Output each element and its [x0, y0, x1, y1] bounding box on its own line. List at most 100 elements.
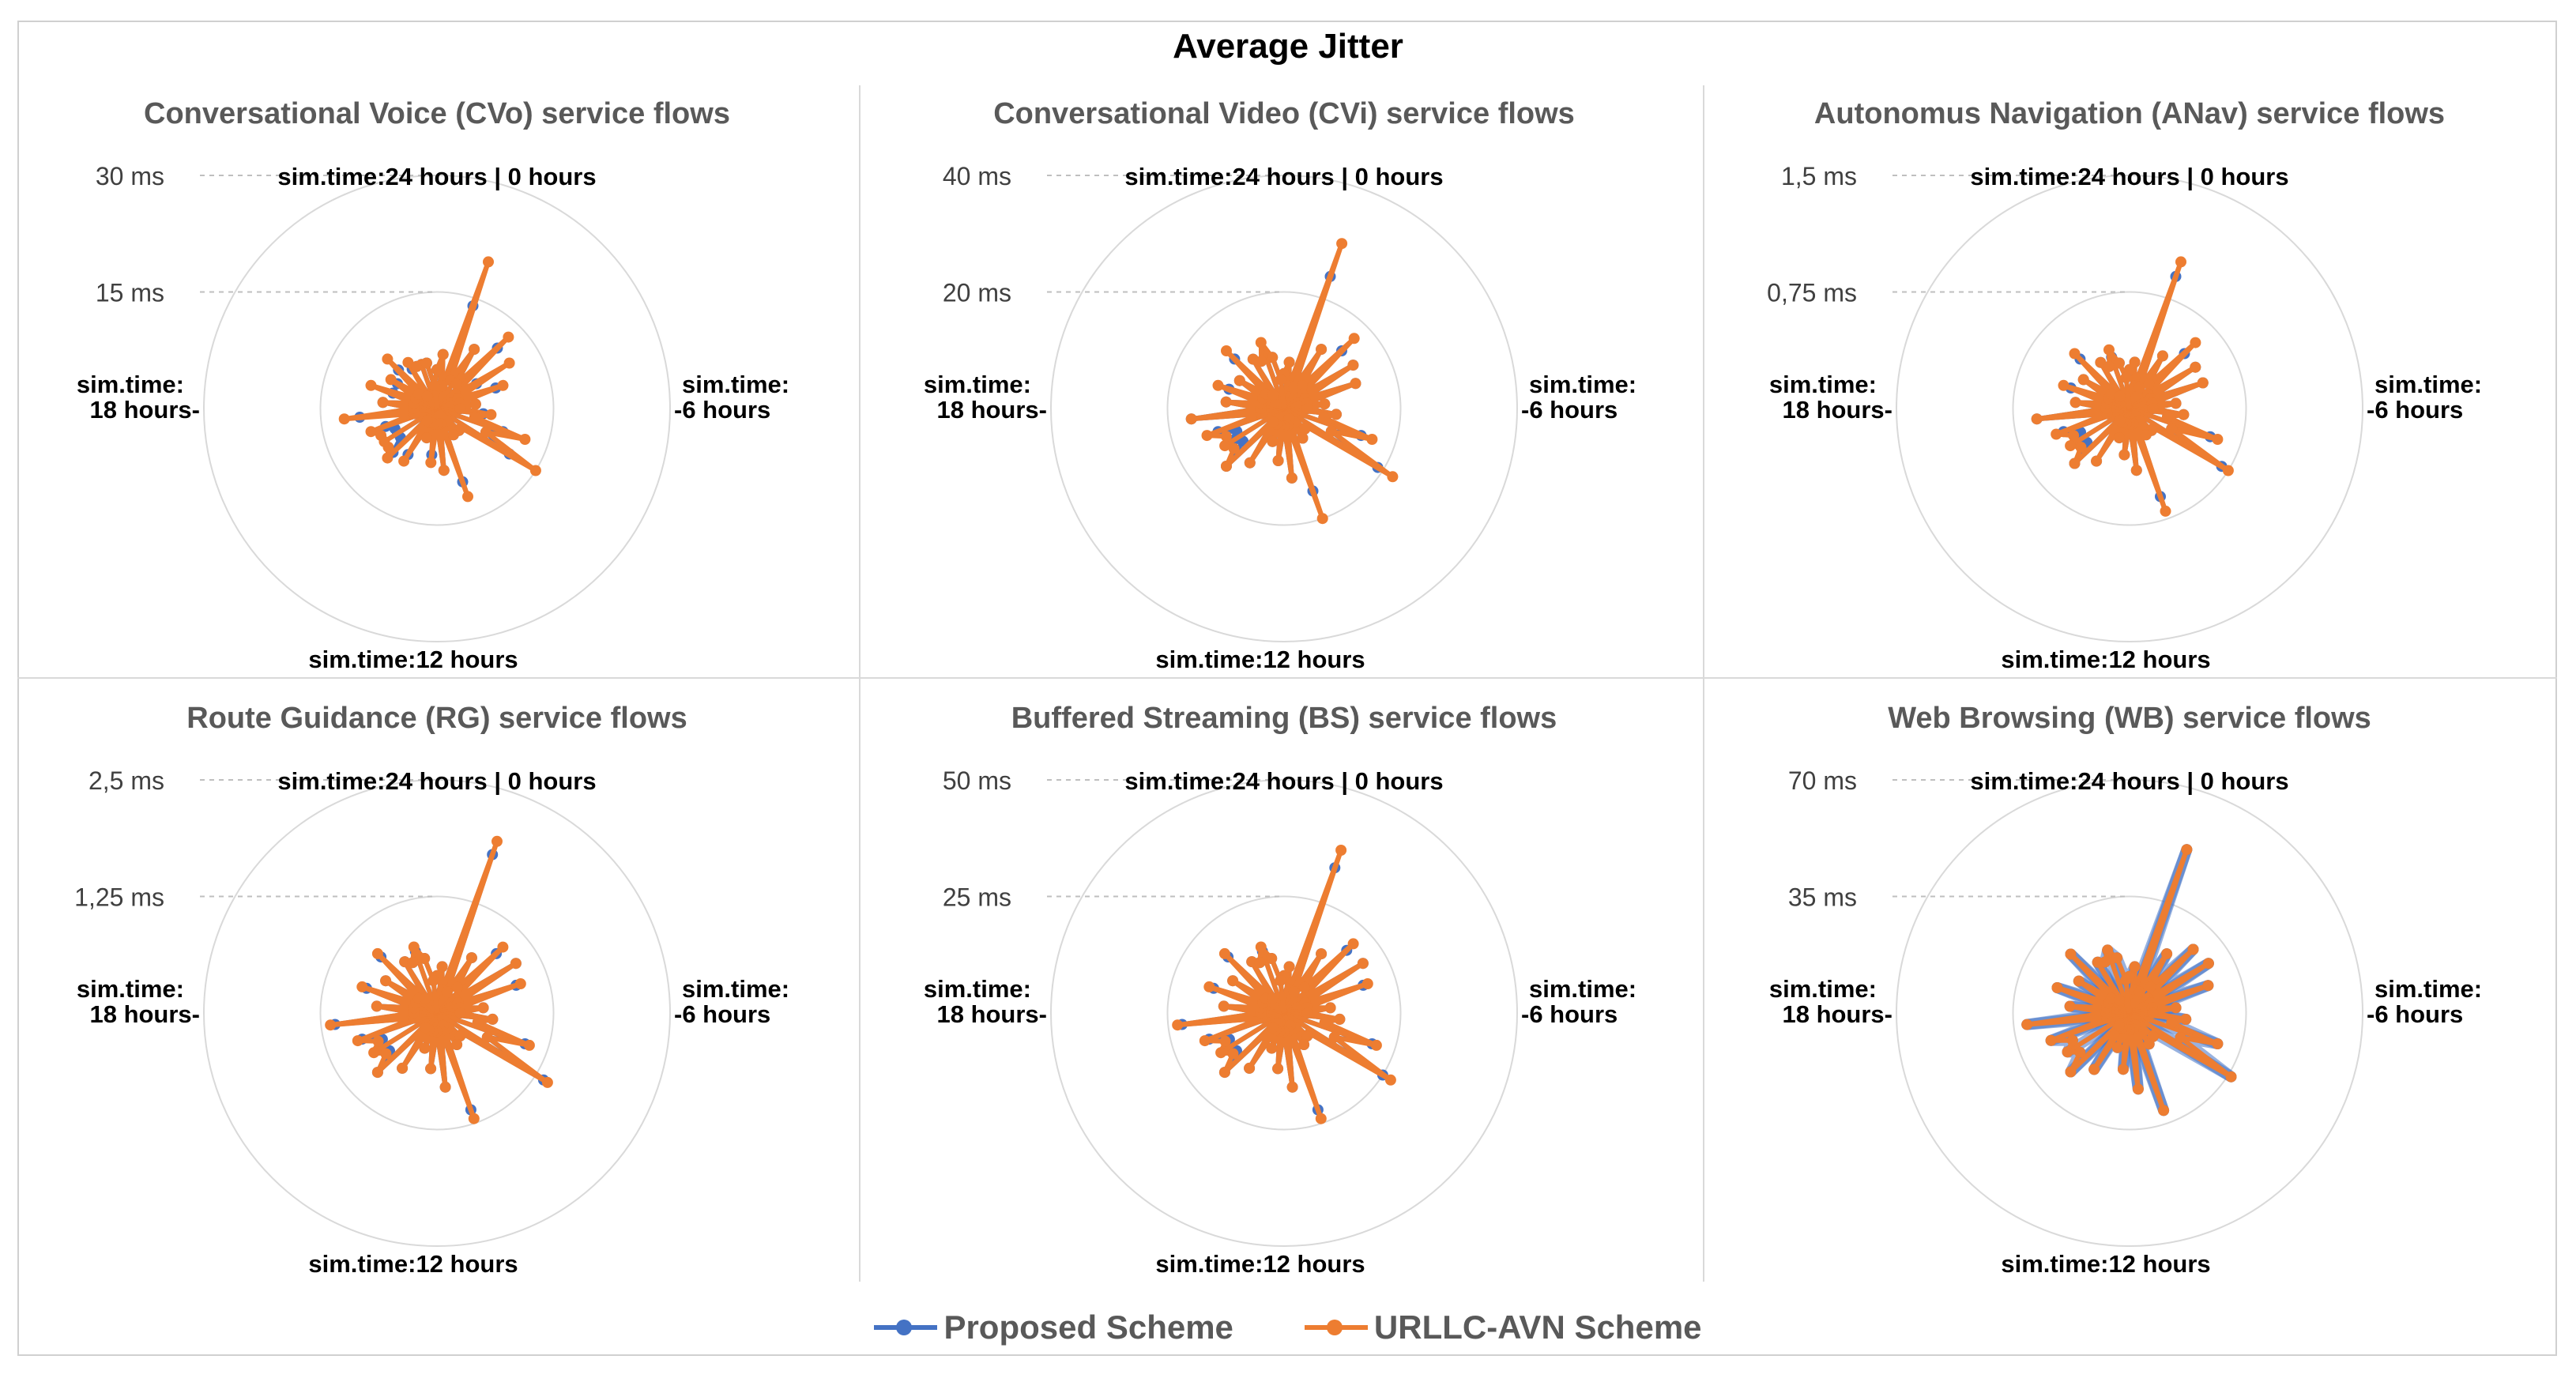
inner-gridline: [319, 895, 555, 1131]
axis-label-left: sim.time:: [77, 975, 184, 1003]
data-point: [1334, 1013, 1346, 1025]
data-point: [487, 1013, 499, 1025]
data-point: [1297, 432, 1309, 444]
series-spoke: [2105, 949, 2132, 1014]
axis-label-right: sim.time:: [1529, 975, 1636, 1003]
data-point: [1370, 1039, 1382, 1051]
data-point: [421, 390, 433, 402]
data-point: [1275, 374, 1286, 386]
data-point: [510, 958, 522, 970]
data-point: [1347, 360, 1359, 371]
axis-label-left: 18 hours-: [89, 1000, 200, 1028]
data-point: [1272, 1063, 1284, 1075]
data-point: [2118, 1064, 2129, 1075]
axis-label-right: sim.time:: [2375, 975, 2482, 1003]
data-point: [2058, 379, 2069, 391]
data-point: [419, 1042, 431, 1054]
data-point: [2166, 1017, 2178, 1029]
data-point: [2181, 844, 2193, 856]
data-point: [428, 379, 440, 391]
axis-label-bottom: sim.time:12 hours: [1155, 646, 1365, 673]
data-point: [1335, 845, 1347, 856]
axis-label-right: sim.time:: [682, 975, 789, 1003]
data-point: [2069, 348, 2081, 360]
data-point: [1324, 1002, 1336, 1014]
data-point: [2187, 943, 2199, 955]
data-point: [1275, 975, 1286, 986]
data-point: [1316, 948, 1328, 960]
data-point: [1299, 424, 1311, 435]
radar-chart-3: Autonomus Navigation (ANav) service flow…: [1767, 97, 2482, 673]
radial-tick-label: 50 ms: [943, 766, 1011, 795]
series-spoke: [2066, 1011, 2131, 1054]
data-point: [371, 1067, 383, 1079]
data-point: [1350, 378, 1361, 390]
data-point: [1185, 413, 1197, 425]
data-point: [2031, 413, 2043, 425]
data-point: [2113, 994, 2125, 1006]
data-point: [1218, 1000, 1230, 1012]
data-point: [1267, 352, 1279, 363]
data-point: [2111, 1041, 2123, 1053]
axis-label-left: sim.time:: [924, 371, 1031, 398]
data-point: [420, 992, 431, 1004]
data-point: [2091, 455, 2103, 467]
axis-label-right: sim.time:: [2375, 371, 2482, 398]
radial-tick-label: 0,75 ms: [1767, 279, 1857, 307]
data-point: [2190, 337, 2201, 348]
data-point: [408, 941, 420, 953]
data-point: [1219, 440, 1231, 452]
data-point: [2062, 1046, 2073, 1058]
data-point: [447, 429, 459, 441]
data-point: [1233, 375, 1245, 386]
legend-label-proposed: Proposed Scheme: [943, 1309, 1233, 1346]
data-point: [2178, 409, 2190, 420]
data-point: [397, 1062, 409, 1074]
data-point: [421, 415, 433, 427]
data-point: [372, 1035, 384, 1047]
data-point: [1387, 471, 1399, 483]
radial-tick-label: 20 ms: [943, 279, 1011, 307]
data-point: [529, 465, 541, 476]
data-point: [2118, 449, 2130, 461]
legend-marker-urllc: [1304, 1320, 1368, 1335]
outer-gridline: [1050, 779, 1518, 1247]
data-point: [481, 1031, 493, 1043]
data-point: [2065, 440, 2077, 452]
radar-chart-2: Conversational Video (CVi) service flows…: [924, 97, 1636, 673]
legend: Proposed Scheme URLLC-AVN Scheme: [0, 1309, 2576, 1346]
data-point: [2113, 357, 2125, 369]
chart-title: Web Browsing (WB) service flows: [1888, 702, 2371, 735]
radial-tick-label: 25 ms: [943, 883, 1011, 912]
data-point: [2202, 980, 2214, 992]
data-point: [2114, 432, 2125, 444]
data-point: [2147, 403, 2159, 414]
radial-tick-label: 15 ms: [96, 279, 164, 307]
data-point: [1220, 396, 1232, 408]
data-point: [382, 452, 394, 464]
axis-label-left: 18 hours-: [936, 396, 1047, 424]
data-point: [2102, 944, 2114, 956]
data-point: [491, 835, 503, 847]
data-point: [2133, 986, 2145, 998]
data-point: [1203, 981, 1215, 992]
data-point: [421, 432, 432, 444]
data-point: [523, 1039, 535, 1051]
axis-label-right: -6 hours: [2367, 396, 2463, 424]
radar-chart-1: Conversational Voice (CVo) service flows…: [77, 97, 789, 673]
data-point: [2130, 465, 2142, 476]
data-point: [2045, 1034, 2057, 1046]
radial-tick-label: 2,5 ms: [89, 766, 164, 795]
radar-chart-5: Buffered Streaming (BS) service flows 50 …: [924, 702, 1636, 1278]
radar-chart-6: Web Browsing (WB) service flows 70 ms 35 m…: [1769, 702, 2482, 1278]
radial-tick-label: 35 ms: [1788, 883, 1857, 912]
axis-label-left: sim.time:: [1769, 371, 1877, 398]
data-point: [338, 413, 350, 425]
series-urllc-avn: [1185, 238, 1399, 525]
data-point: [2145, 981, 2156, 993]
data-point: [382, 353, 394, 365]
axis-label-bottom: sim.time:12 hours: [308, 646, 518, 673]
data-point: [380, 975, 392, 987]
figure-frame: [17, 21, 2557, 1356]
data-point: [1267, 1022, 1279, 1034]
